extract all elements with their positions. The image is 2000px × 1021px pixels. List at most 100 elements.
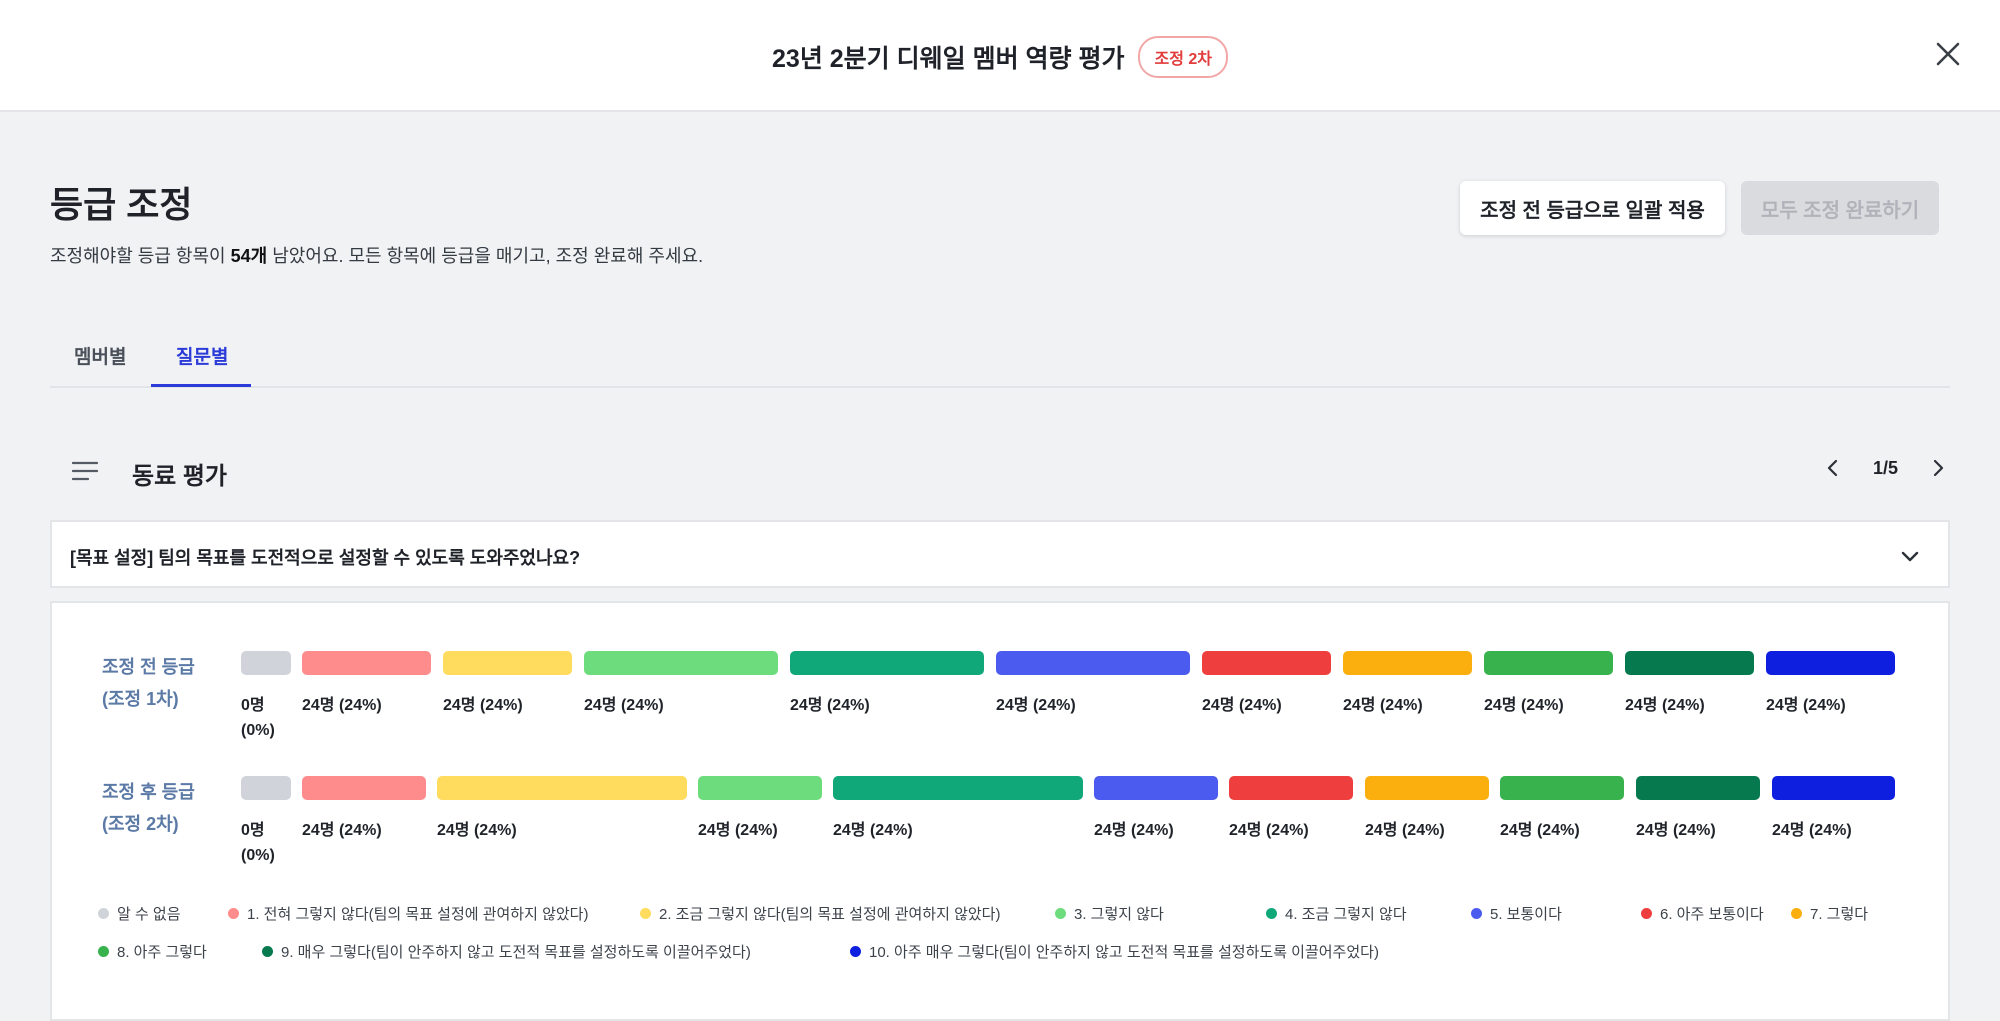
legend-item: 1. 전혀 그렇지 않다(팀의 목표 설정에 관여하지 않았다) bbox=[228, 903, 588, 924]
bar-count-label: 24명 (24%) bbox=[302, 697, 382, 714]
legend-dot-icon bbox=[1791, 908, 1802, 919]
legend-label: 알 수 없음 bbox=[117, 906, 181, 923]
grade-bar-segment: 24명 (24%) bbox=[302, 651, 431, 718]
legend-label: 5. 보통이다 bbox=[1490, 906, 1562, 923]
apply-previous-grades-button[interactable]: 조정 전 등급으로 일괄 적용 bbox=[1460, 181, 1725, 235]
bar-fill bbox=[996, 651, 1190, 675]
legend-label: 9. 매우 그렇다(팀이 안주하지 않고 도전적 목표를 설정하도록 이끌어주었… bbox=[281, 944, 751, 961]
bar-count-label: 24명 (24%) bbox=[1484, 697, 1564, 714]
question-text: [목표 설정] 팀의 목표를 도전적으로 설정할 수 있도록 도와주었나요? bbox=[70, 548, 581, 568]
bar-fill bbox=[1202, 651, 1331, 675]
grade-bar-segment: 24명 (24%) bbox=[302, 776, 426, 843]
chevron-down-icon[interactable] bbox=[1898, 544, 1922, 568]
tab-by-member[interactable]: 멤버별 bbox=[74, 347, 127, 368]
row-label-before: 조정 전 등급 (조정 1차) bbox=[102, 651, 195, 715]
row-label-before-line2: (조정 1차) bbox=[102, 689, 179, 709]
grade-bar-segment: 24명 (24%) bbox=[584, 651, 778, 718]
grade-bar-segment: 24명 (24%) bbox=[1202, 651, 1331, 718]
bar-fill bbox=[437, 776, 687, 800]
legend-item: 3. 그렇지 않다 bbox=[1055, 903, 1164, 924]
legend-dot-icon bbox=[262, 946, 273, 957]
grade-bar-segment: 24명 (24%) bbox=[790, 651, 984, 718]
grade-distribution-panel: 조정 전 등급 (조정 1차) 0명 (0%) 24명 (24%) 24명 (24%… bbox=[50, 601, 1950, 1021]
chevron-left-icon[interactable] bbox=[1821, 456, 1845, 480]
bar-fill bbox=[1772, 776, 1895, 800]
bar-count-label: 24명 (24%) bbox=[996, 697, 1076, 714]
legend-dot-icon bbox=[1641, 908, 1652, 919]
remaining-count: 54개 bbox=[230, 246, 268, 266]
legend-item: 8. 아주 그렇다 bbox=[98, 941, 207, 962]
bar-fill bbox=[1484, 651, 1613, 675]
legend-item: 5. 보통이다 bbox=[1471, 903, 1562, 924]
tab-by-question[interactable]: 질문별 bbox=[176, 347, 229, 368]
bar-fill bbox=[1365, 776, 1489, 800]
grade-bar-segment: 24명 (24%) bbox=[1365, 776, 1489, 843]
legend-label: 10. 아주 매우 그렇다(팀이 안주하지 않고 도전적 목표를 설정하도록 이… bbox=[869, 944, 1379, 961]
bar-count-label: 24명 (24%) bbox=[1766, 697, 1846, 714]
bar-fill bbox=[698, 776, 822, 800]
bar-fill bbox=[1625, 651, 1754, 675]
row-label-after-line2: (조정 2차) bbox=[102, 814, 179, 834]
grade-bar-segment: 24명 (24%) bbox=[1766, 651, 1895, 718]
legend-label: 8. 아주 그렇다 bbox=[117, 944, 207, 961]
bar-fill bbox=[1229, 776, 1353, 800]
chevron-right-icon[interactable] bbox=[1926, 456, 1950, 480]
legend-label: 3. 그렇지 않다 bbox=[1074, 906, 1164, 923]
legend-label: 2. 조금 그렇지 않다(팀의 목표 설정에 관여하지 않았다) bbox=[659, 906, 1001, 923]
page-title: 등급 조정 bbox=[50, 184, 193, 225]
bar-fill bbox=[1343, 651, 1472, 675]
grade-bar-segment: 24명 (24%) bbox=[996, 651, 1190, 718]
grade-bar-segment: 24명 (24%) bbox=[1484, 651, 1613, 718]
bar-fill bbox=[302, 651, 431, 675]
row-label-before-line1: 조정 전 등급 bbox=[102, 657, 195, 677]
bar-count-label: 0명 (0%) bbox=[241, 697, 275, 739]
bar-count-label: 24명 (24%) bbox=[1202, 697, 1282, 714]
legend-item: 10. 아주 매우 그렇다(팀이 안주하지 않고 도전적 목표를 설정하도록 이… bbox=[850, 941, 1379, 962]
row-label-after: 조정 후 등급 (조정 2차) bbox=[102, 776, 195, 840]
bar-count-label: 24명 (24%) bbox=[1500, 822, 1580, 839]
bar-count-label: 24명 (24%) bbox=[1625, 697, 1705, 714]
bar-count-label: 24명 (24%) bbox=[1343, 697, 1423, 714]
bar-count-label: 24명 (24%) bbox=[833, 822, 913, 839]
bar-count-label: 24명 (24%) bbox=[302, 822, 382, 839]
grade-bar-segment: 24명 (24%) bbox=[1500, 776, 1624, 843]
header-title-group: 23년 2분기 디웨일 멤버 역량 평가 조정 2차 bbox=[0, 36, 2000, 78]
legend-dot-icon bbox=[98, 946, 109, 957]
grade-bar-segment: 0명 (0%) bbox=[241, 776, 291, 868]
legend-dot-icon bbox=[640, 908, 651, 919]
close-icon[interactable] bbox=[1932, 38, 1964, 70]
legend-dot-icon bbox=[850, 946, 861, 957]
legend-item: 2. 조금 그렇지 않다(팀의 목표 설정에 관여하지 않았다) bbox=[640, 903, 1000, 924]
section-title: 동료 평가 bbox=[132, 463, 227, 490]
complete-all-button[interactable]: 모두 조정 완료하기 bbox=[1741, 181, 1939, 235]
legend-item: 알 수 없음 bbox=[98, 903, 181, 924]
bar-count-label: 24명 (24%) bbox=[1094, 822, 1174, 839]
legend-item: 7. 그렇다 bbox=[1791, 903, 1868, 924]
grade-bar-segment: 24명 (24%) bbox=[443, 651, 572, 718]
bar-fill bbox=[241, 776, 291, 800]
bar-count-label: 24명 (24%) bbox=[443, 697, 523, 714]
grade-bar-segment: 24명 (24%) bbox=[1636, 776, 1760, 843]
bar-fill bbox=[241, 651, 291, 675]
legend-label: 6. 아주 보통이다 bbox=[1660, 906, 1764, 923]
grade-bar-segment: 24명 (24%) bbox=[437, 776, 687, 843]
legend-dot-icon bbox=[228, 908, 239, 919]
grade-bar-segment: 0명 (0%) bbox=[241, 651, 291, 743]
bar-count-label: 24명 (24%) bbox=[698, 822, 778, 839]
section-header: 동료 평가 1/5 bbox=[50, 452, 1950, 492]
legend-item: 6. 아주 보통이다 bbox=[1641, 903, 1764, 924]
bar-count-label: 24명 (24%) bbox=[1636, 822, 1716, 839]
legend-dot-icon bbox=[1266, 908, 1277, 919]
bar-fill bbox=[790, 651, 984, 675]
modal-header: 23년 2분기 디웨일 멤버 역량 평가 조정 2차 bbox=[0, 0, 2000, 112]
legend-label: 4. 조금 그렇지 않다 bbox=[1285, 906, 1407, 923]
question-dropdown[interactable]: [목표 설정] 팀의 목표를 도전적으로 설정할 수 있도록 도와주었나요? bbox=[50, 520, 1950, 588]
round-badge: 조정 2차 bbox=[1138, 36, 1228, 78]
legend-dot-icon bbox=[1471, 908, 1482, 919]
grade-bar-segment: 24명 (24%) bbox=[1772, 776, 1895, 843]
subtitle-pre: 조정해야할 등급 항목이 bbox=[50, 246, 231, 266]
evaluation-title: 23년 2분기 디웨일 멤버 역량 평가 bbox=[772, 45, 1125, 73]
bar-fill bbox=[1766, 651, 1895, 675]
bar-count-label: 24명 (24%) bbox=[1229, 822, 1309, 839]
menu-lines-icon bbox=[72, 461, 98, 481]
